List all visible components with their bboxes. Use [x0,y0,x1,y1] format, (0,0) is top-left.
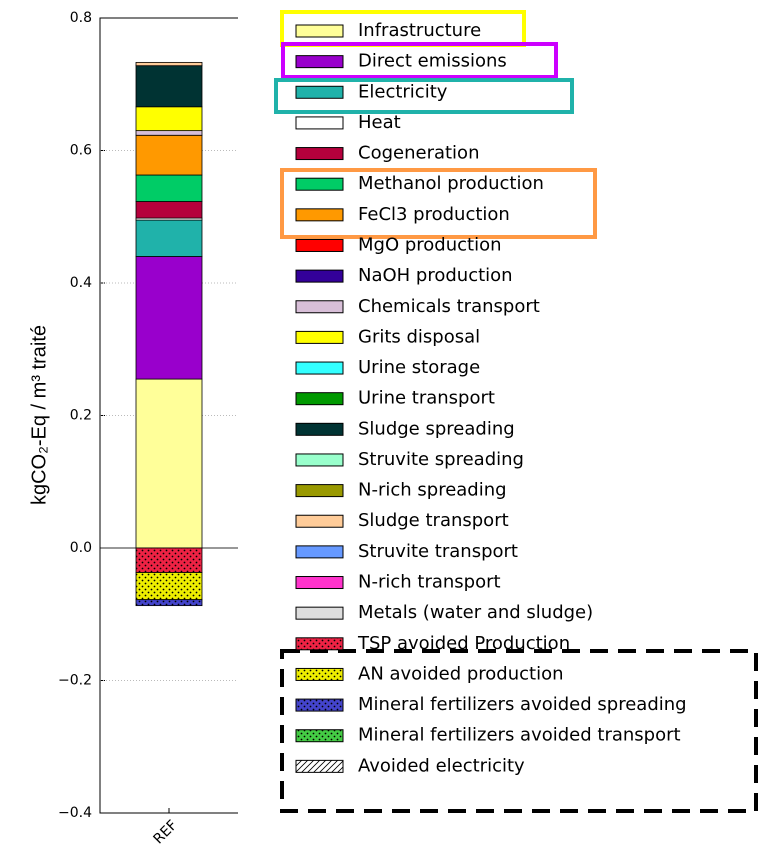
bar-segment [135,572,203,601]
legend-label: Urine storage [358,357,480,378]
legend-swatch [295,116,344,130]
bar-segment [135,106,203,132]
legend-swatch [295,24,344,38]
legend-label: Struvite spreading [358,449,524,470]
legend-swatch [295,238,344,252]
legend-label: N-rich transport [358,572,501,593]
legend-label: FeCl3 production [358,204,510,225]
legend-swatch [295,759,344,773]
y-tick-label: 0.6 [70,143,92,159]
legend-swatch [295,330,344,344]
legend-swatch [295,545,344,559]
legend-label: AN avoided production [358,663,564,684]
legend-swatch [295,300,344,314]
legend-label: Grits disposal [358,326,480,347]
highlight-box [280,168,597,239]
legend-swatch [295,269,344,283]
bar-segment [135,134,203,176]
legend-swatch [295,422,344,436]
legend-swatch [295,576,344,590]
legend-label: Avoided electricity [358,755,525,776]
y-tick-label: 0.8 [70,10,92,26]
legend-label: Heat [358,112,401,133]
highlight-box [281,42,558,79]
bar-segment [135,256,203,380]
legend-label: Metals (water and sludge) [358,602,593,623]
legend-swatch [295,729,344,743]
axes-frame [99,17,238,814]
y-tick-label: 0.4 [70,275,92,291]
bar-segment [135,219,203,257]
legend-label: Struvite transport [358,541,518,562]
legend-swatch [295,637,344,651]
bar-segment [135,174,203,202]
legend-label: Direct emissions [358,51,507,72]
legend-swatch [295,698,344,712]
bar-segment [135,599,203,607]
legend-label: Mineral fertilizers avoided transport [358,725,681,746]
y-tick-label: −0.2 [58,673,92,689]
legend-label: Sludge spreading [358,418,515,439]
legend-swatch [295,514,344,528]
legend-swatch [295,484,344,498]
legend-label: Methanol production [358,173,544,194]
legend-label: MgO production [358,234,502,255]
legend-swatch [295,208,344,222]
legend-label: Sludge transport [358,510,509,531]
legend-label: N-rich spreading [358,480,507,501]
legend-swatch [295,361,344,375]
legend-label: Electricity [358,81,448,102]
legend-label: TSP avoided Production [357,633,570,654]
legend-swatch [295,177,344,191]
legend-label: Urine transport [358,388,495,409]
highlight-box [280,649,758,813]
y-axis-label: kgCO₂-Eq / m³ traité [28,325,50,505]
legend-label: Chemicals transport [358,296,540,317]
legend-swatch [295,55,344,69]
bar-segment [135,65,203,108]
legend-swatch [295,667,344,681]
bar-segment [135,61,203,67]
y-tick-label: 0.0 [70,540,92,556]
legend-swatch [295,85,344,99]
bar-segment [135,201,203,219]
bar-segment [135,378,203,549]
legend-label: NaOH production [358,265,513,286]
y-tick-label: 0.2 [70,408,92,424]
legend-label: Mineral fertilizers avoided spreading [358,694,687,715]
legend-label: Infrastructure [358,20,481,41]
legend-swatch [295,392,344,406]
legend-swatch [295,147,344,161]
legend-swatch [295,606,344,620]
y-tick-label: −0.4 [58,805,92,821]
legend-swatch [295,453,344,467]
legend-label: Cogeneration [358,143,479,164]
bar-segment [135,547,203,573]
highlight-box [274,78,574,114]
bar-segment [135,130,203,136]
x-tick-label: REF [151,817,181,847]
